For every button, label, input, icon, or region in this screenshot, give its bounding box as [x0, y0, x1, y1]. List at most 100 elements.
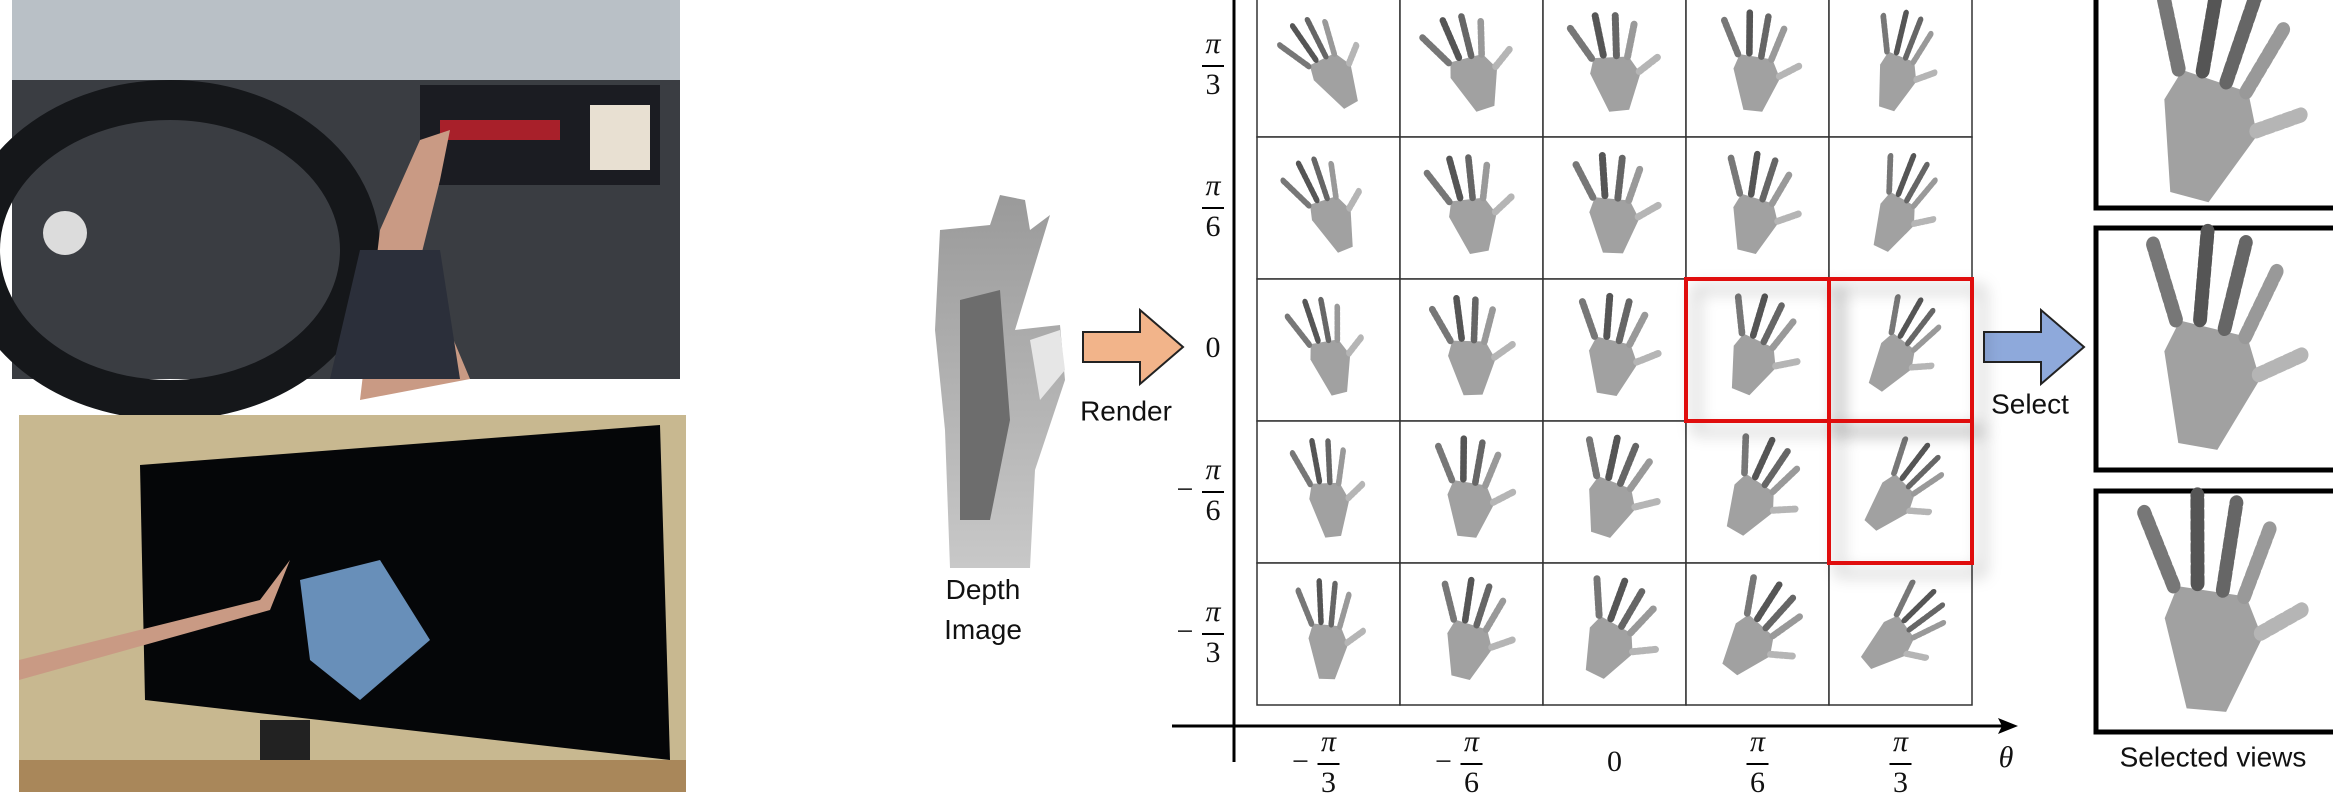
finger	[1635, 52, 1663, 75]
finger	[1906, 602, 1946, 633]
finger	[1489, 487, 1518, 506]
finger	[1775, 61, 1804, 80]
selected-views-label: Selected views	[2120, 741, 2307, 772]
finger	[1428, 305, 1454, 345]
finger	[1913, 68, 1939, 83]
finger	[1895, 153, 1917, 198]
render-arrow	[1082, 307, 1185, 387]
palm	[2164, 586, 2263, 712]
finger	[1624, 20, 1638, 61]
palm	[1733, 54, 1780, 112]
palm	[1733, 193, 1779, 254]
hand-view	[2155, 0, 2311, 203]
hand-view	[1585, 575, 1661, 679]
hand-view	[1434, 435, 1518, 538]
finger	[1762, 594, 1797, 632]
finger	[1335, 446, 1347, 487]
finger	[1453, 294, 1465, 342]
finger	[2146, 236, 2183, 328]
finger	[1727, 154, 1744, 197]
hand-view	[1727, 150, 1804, 254]
palm	[1309, 53, 1358, 109]
finger	[1611, 12, 1620, 60]
finger	[1461, 576, 1475, 624]
finger	[1492, 44, 1514, 71]
finger	[1911, 215, 1938, 227]
finger	[1906, 507, 1934, 516]
hand-view	[1572, 152, 1664, 254]
finger	[1888, 294, 1901, 336]
x-tick-label-num: π	[1893, 725, 1909, 758]
finger	[1634, 201, 1664, 221]
palm	[1589, 476, 1636, 538]
hand-view	[1722, 574, 1804, 676]
finger	[1911, 177, 1939, 210]
finger	[1897, 297, 1924, 339]
finger	[1458, 13, 1475, 60]
y-tick-label-num: π	[1205, 169, 1221, 202]
finger	[1769, 465, 1801, 496]
finger	[1572, 161, 1597, 201]
depth-image	[935, 195, 1065, 568]
finger	[1423, 169, 1453, 206]
finger	[1346, 40, 1360, 67]
finger	[1626, 457, 1654, 493]
finger	[1627, 605, 1658, 637]
finger	[1345, 479, 1367, 502]
finger	[1616, 442, 1640, 487]
finger	[1615, 298, 1633, 345]
hand-view	[1879, 9, 1939, 112]
finger	[1908, 362, 1936, 371]
hand-view	[1868, 294, 1942, 392]
palm	[1585, 616, 1633, 679]
hand-view	[1578, 292, 1664, 397]
finger	[1911, 324, 1942, 353]
finger	[2190, 487, 2205, 592]
finger	[1605, 434, 1621, 481]
finger	[1337, 591, 1352, 630]
finger	[1772, 357, 1803, 370]
finger	[1746, 9, 1754, 57]
palm	[1308, 623, 1348, 680]
finger	[1479, 161, 1491, 202]
hand-view	[1428, 294, 1518, 396]
select-label: Select	[1991, 388, 2069, 419]
finger	[1626, 311, 1649, 349]
finger	[1578, 298, 1599, 340]
finger	[1289, 23, 1319, 63]
finger	[1749, 293, 1769, 339]
finger	[1886, 152, 1894, 195]
hand-view	[1277, 16, 1360, 109]
finger	[1328, 580, 1338, 628]
finger	[1774, 209, 1804, 225]
finger	[1758, 13, 1772, 60]
finger	[1289, 450, 1313, 488]
palm	[1589, 197, 1640, 254]
finger	[1904, 161, 1930, 204]
hand-view	[1720, 9, 1804, 112]
hand-view	[1295, 578, 1368, 680]
finger	[1277, 42, 1312, 70]
palm	[2164, 70, 2258, 203]
finger	[1441, 580, 1458, 623]
hand-view	[1441, 576, 1518, 680]
finger	[2239, 21, 2291, 100]
finger	[1566, 24, 1596, 62]
hand-view	[1419, 13, 1514, 112]
finger	[1760, 302, 1785, 346]
palm	[1864, 473, 1915, 531]
finger	[2217, 235, 2253, 337]
y-tick-label-sign: −	[1177, 473, 1194, 506]
finger	[1280, 177, 1312, 209]
finger	[1302, 298, 1321, 344]
x-tick-label-num: π	[1750, 725, 1766, 758]
hand-view	[1864, 436, 1945, 531]
finger	[1625, 165, 1644, 204]
finger	[2215, 495, 2244, 598]
hand-view	[1860, 579, 1947, 670]
finger	[1460, 435, 1468, 483]
palm	[1590, 56, 1641, 112]
finger	[1318, 296, 1332, 344]
finger	[1346, 186, 1363, 212]
finger	[1769, 317, 1797, 352]
